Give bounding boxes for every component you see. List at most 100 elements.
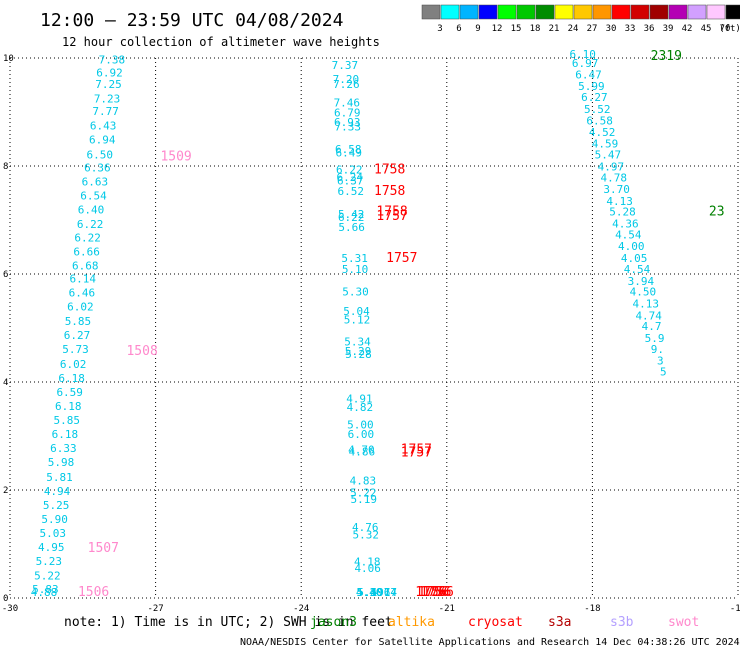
wave-height-label: 6.92 — [96, 66, 123, 79]
wave-height-label: 6.22 — [338, 211, 365, 224]
wave-height-label: 4.18 — [354, 556, 381, 569]
colorbar-swatch — [535, 4, 555, 20]
colorbar-swatch — [573, 4, 593, 20]
wave-height-label: 5.22 — [34, 570, 61, 583]
wave-height-label: 5.23 — [36, 555, 63, 568]
tick-labels: -30 -27 -24 -21 -18 -15 0 2 4 6 8 10 — [2, 54, 740, 614]
wave-height-label: 4.59 — [592, 138, 619, 151]
wave-height-label: 6.40 — [78, 204, 105, 217]
y-tick-label: 6 — [3, 270, 8, 280]
wave-height-label: 6.27 — [64, 329, 91, 342]
wave-height-label: 5.04 — [343, 305, 370, 318]
satellite-legend-item: s3a — [548, 615, 571, 630]
wave-height-label: 4.7 — [642, 320, 662, 333]
wave-height-label: 5.52 — [584, 103, 611, 116]
pass-time-label: 1506 — [78, 585, 109, 600]
wave-height-label: 6.36 — [84, 161, 111, 174]
wave-height-label: 4.97 — [598, 160, 625, 173]
wave-height-label: 7.38 — [99, 53, 126, 66]
colorbar-tick-label: 15 — [511, 24, 522, 34]
wave-height-label: 6.66 — [73, 246, 100, 259]
wave-height-label: 6.02 — [67, 301, 94, 314]
wave-height-label: 5.83 — [32, 583, 59, 596]
wave-height-label: 7.33 — [335, 120, 362, 133]
colorbar-tick-label: 27 — [587, 24, 598, 34]
wave-height-label: 5.32 — [352, 529, 379, 542]
colorbar-swatch — [459, 4, 479, 20]
colorbar-swatch — [592, 4, 612, 20]
wave-height-label: 4.54 — [615, 228, 642, 241]
colorbar-swatch — [611, 4, 631, 20]
colorbar-tick-label: 42 — [682, 24, 693, 34]
wave-height-label: 6.18 — [55, 400, 82, 413]
wave-height-label: 5.00 — [347, 418, 374, 431]
y-tick-label: 0 — [3, 594, 8, 604]
wave-height-label: 5.30 — [342, 286, 369, 299]
footer-note: note: 1) Time is in UTC; 2) SWH is in fe… — [64, 615, 393, 630]
y-tick-label: 8 — [3, 162, 8, 172]
colorbar-swatch — [668, 4, 688, 20]
colorbar-tick-label: 6 — [456, 24, 461, 34]
wave-height-label: 3.94 — [628, 275, 655, 288]
wave-height-label: 5.42 — [338, 208, 365, 221]
wave-height-label: 6.54 — [80, 189, 107, 202]
wave-height-label: 6.22 — [336, 164, 363, 177]
colorbar-swatch — [478, 4, 498, 20]
wave-height-label: 7.25 — [95, 78, 122, 91]
wave-height-label: 4.05 — [621, 252, 648, 265]
wave-height-label: 5.73 — [62, 343, 89, 356]
colorbar-tick-label: 9 — [475, 24, 480, 34]
pass-time-label: 1757 — [386, 251, 417, 266]
wave-height-label: 4.74 — [370, 586, 397, 599]
wave-height-label: 5.20 — [356, 586, 383, 599]
satellite-legend-item: s3b — [610, 615, 634, 630]
wave-height-label: 7.20 — [333, 73, 360, 86]
wave-height-label: 6.22 — [77, 218, 104, 231]
y-tick-label: 2 — [3, 486, 8, 496]
pass-time-label: 1758 — [374, 184, 405, 199]
y-tick-label: 10 — [3, 54, 14, 64]
colorbar-tick-label: 45 — [701, 24, 712, 34]
wave-height-label: 4.52 — [589, 126, 616, 139]
wave-height-label: 4.91 — [346, 393, 373, 406]
wave-height-label: 5.03 — [39, 527, 66, 540]
wave-height-label: 5.10 — [342, 263, 369, 276]
credit-line: NOAA/NESDIS Center for Satellite Applica… — [240, 637, 740, 648]
wave-height-label: 6.94 — [89, 133, 116, 146]
wave-height-label: 6.49 — [336, 146, 363, 159]
wave-height-label: 4.06 — [354, 562, 381, 575]
x-tick-label: -27 — [147, 604, 163, 614]
wave-height-label: 4.13 — [633, 297, 660, 310]
colorbar-swatch — [649, 4, 669, 20]
satellite-legend-item: swot — [668, 615, 699, 630]
wave-height-label: 6.43 — [90, 119, 117, 132]
pass-time-label: 1756 — [420, 585, 451, 600]
pass-time-label: 23 — [709, 205, 725, 220]
pass-time-label: 1758 — [376, 205, 407, 220]
wave-height-label: 7.46 — [334, 97, 361, 110]
wave-height-label: 5.85 — [54, 414, 81, 427]
chart-subtitle: 12 hour collection of altimeter wave hei… — [62, 35, 380, 49]
colorbar-tick-label: 39 — [663, 24, 674, 34]
wave-height-label: 5.19 — [357, 586, 384, 599]
wave-height-label: 6.18 — [52, 428, 79, 441]
pass-time-label: 1757 — [401, 442, 432, 457]
wave-height-label: 7.37 — [332, 59, 359, 72]
wave-height-label: 4.36 — [612, 218, 639, 231]
wave-height-label: 6.02 — [60, 358, 87, 371]
wave-height-label: 5.17 — [370, 586, 397, 599]
wave-height-label: 4.88 — [31, 586, 58, 599]
x-tick-label: -30 — [2, 604, 18, 614]
wave-height-label: 4.86 — [349, 445, 376, 458]
chart-title: 12:00 – 23:59 UTC 04/08/2024 — [40, 10, 343, 31]
grid-lines — [9, 57, 739, 599]
wave-height-label: 7.26 — [333, 78, 360, 91]
wave-height-label: 6.93 — [334, 116, 361, 129]
wave-height-label: 6.47 — [575, 69, 602, 82]
wave-height-label: 5.34 — [344, 335, 371, 348]
wave-height-label: 5.9 — [645, 332, 665, 345]
wave-height-label: 5.22 — [350, 486, 377, 499]
wave-height-label: 6.33 — [50, 442, 77, 455]
colorbar-swatch — [421, 4, 441, 20]
